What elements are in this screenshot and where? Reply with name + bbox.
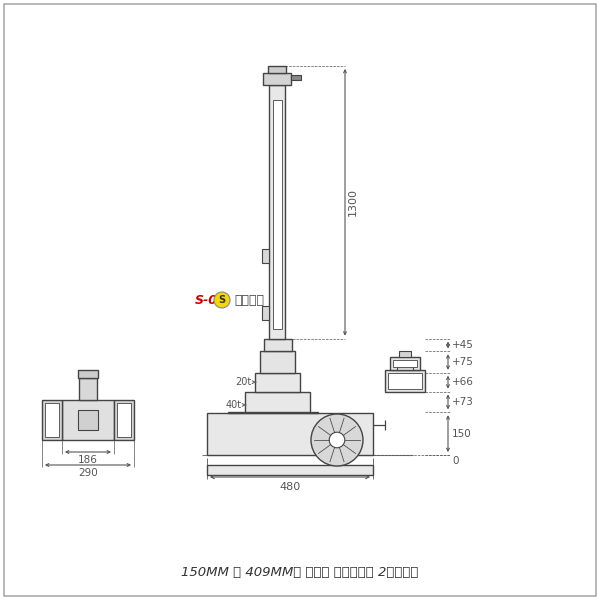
Bar — [262, 249, 269, 263]
Text: 290: 290 — [78, 468, 98, 478]
Bar — [207, 465, 373, 475]
Text: +45: +45 — [452, 340, 474, 350]
Bar — [291, 75, 301, 80]
Text: 에스공구: 에스공구 — [234, 293, 264, 307]
Bar — [390, 358, 420, 370]
Text: 40t: 40t — [226, 400, 242, 410]
Bar — [388, 373, 422, 389]
Bar — [228, 412, 318, 413]
Bar — [263, 338, 292, 352]
Bar — [385, 370, 425, 392]
Bar — [397, 362, 413, 370]
Text: +75: +75 — [452, 357, 474, 367]
Bar — [399, 352, 411, 358]
Bar — [272, 100, 281, 329]
Text: 150: 150 — [452, 428, 472, 439]
Bar — [393, 361, 417, 367]
Bar — [114, 400, 134, 440]
Text: 20t: 20t — [236, 377, 252, 387]
Circle shape — [214, 292, 230, 308]
Bar — [262, 305, 269, 320]
Bar — [268, 66, 286, 73]
Circle shape — [311, 414, 363, 466]
Text: +66: +66 — [452, 377, 474, 387]
Bar — [78, 410, 98, 430]
Circle shape — [329, 432, 345, 448]
Text: 0: 0 — [452, 456, 458, 466]
Bar — [245, 392, 310, 412]
Text: 480: 480 — [280, 482, 301, 492]
Bar — [42, 400, 62, 440]
Bar — [45, 403, 59, 437]
Bar — [78, 370, 98, 378]
Bar — [263, 73, 291, 85]
Bar — [62, 400, 114, 440]
Bar — [260, 352, 295, 373]
Text: S: S — [218, 295, 226, 305]
Bar — [79, 378, 97, 400]
Text: S-09: S-09 — [195, 293, 227, 307]
Bar — [117, 403, 131, 437]
Text: 1300: 1300 — [348, 188, 358, 216]
Text: 150MM ～ 409MM의 다양한 높이조절형 2단작기～: 150MM ～ 409MM의 다양한 높이조절형 2단작기～ — [181, 565, 419, 578]
Bar — [255, 373, 300, 392]
Bar — [207, 413, 373, 455]
Text: +73: +73 — [452, 397, 474, 407]
Text: 186: 186 — [78, 455, 98, 465]
Bar — [269, 85, 285, 338]
